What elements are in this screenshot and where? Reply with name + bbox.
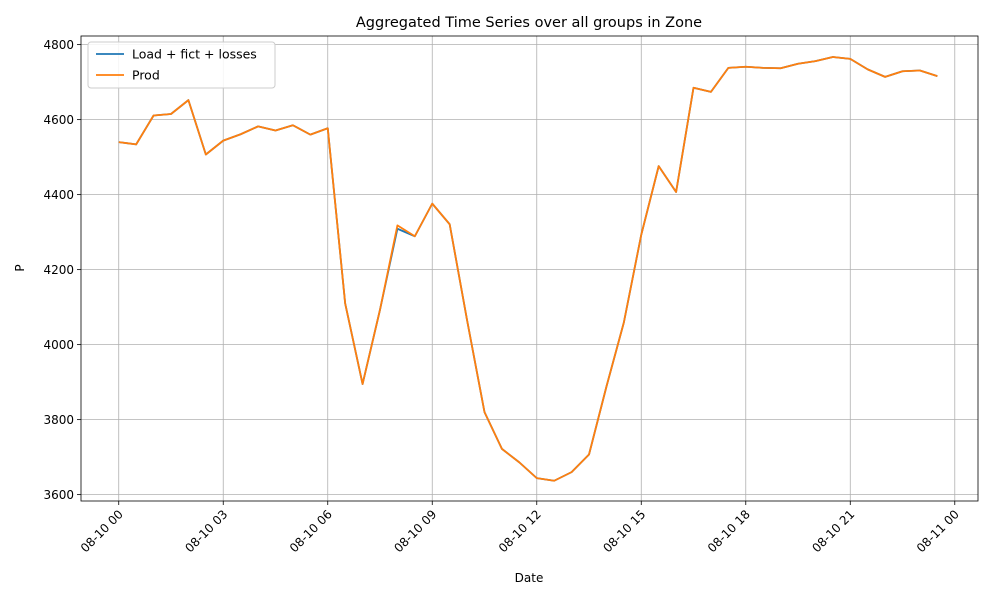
y-tick-label: 4000 xyxy=(43,338,74,352)
legend-label-prod: Prod xyxy=(132,68,160,83)
plot-frame xyxy=(80,35,979,502)
y-tick-label: 4800 xyxy=(43,38,74,52)
y-tick-label: 3800 xyxy=(43,413,74,427)
series-lines xyxy=(118,56,938,482)
y-tick-label: 4200 xyxy=(43,263,74,277)
x-axis-label: Date xyxy=(515,571,544,585)
chart-title: Aggregated Time Series over all groups i… xyxy=(356,15,702,31)
legend-box xyxy=(87,41,276,89)
series-line-prod xyxy=(118,56,938,482)
y-axis-label: P xyxy=(13,264,27,271)
grid xyxy=(81,36,978,501)
legend: Load + fict + losses Prod xyxy=(87,41,276,89)
y-tick-label: 4400 xyxy=(43,188,74,202)
y-axis-ticks: 3600 3800 4000 4200 4400 4600 4800 xyxy=(43,38,81,502)
legend-label-load: Load + fict + losses xyxy=(132,47,257,62)
y-tick-label: 4600 xyxy=(43,113,74,127)
y-tick-label: 3600 xyxy=(43,488,74,502)
